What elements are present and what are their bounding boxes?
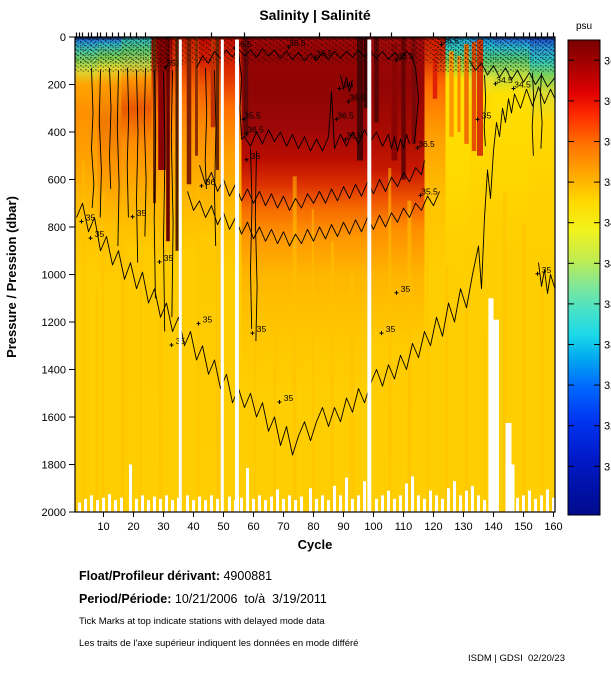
- svg-text:80: 80: [307, 521, 319, 533]
- svg-text:36: 36: [206, 177, 216, 187]
- svg-text:34.5: 34.5: [514, 80, 531, 90]
- svg-text:35: 35: [542, 265, 552, 275]
- svg-text:35: 35: [604, 177, 611, 189]
- svg-text:34.5: 34.5: [496, 75, 513, 85]
- svg-text:200: 200: [48, 80, 66, 92]
- contour-lines: [76, 48, 555, 456]
- note-english: Tick Marks at top indicate stations with…: [79, 616, 325, 627]
- svg-text:1600: 1600: [42, 412, 66, 424]
- svg-text:120: 120: [424, 521, 442, 533]
- svg-text:35.5: 35.5: [244, 110, 261, 120]
- svg-text:130: 130: [454, 521, 472, 533]
- svg-text:160: 160: [544, 521, 562, 533]
- svg-text:36.5: 36.5: [247, 125, 264, 135]
- salinity-heatmap: 35353535353535353535353535.535.535.53636…: [4, 7, 611, 552]
- svg-text:35: 35: [386, 324, 396, 334]
- svg-text:36.5: 36.5: [442, 36, 459, 46]
- svg-text:110: 110: [395, 521, 413, 533]
- svg-text:35.5: 35.5: [421, 186, 438, 196]
- svg-text:1200: 1200: [42, 317, 66, 329]
- float-id-value: 4900881: [220, 569, 273, 583]
- svg-text:20: 20: [127, 521, 139, 533]
- svg-text:36.5: 36.5: [349, 93, 366, 103]
- svg-text:36: 36: [604, 96, 611, 108]
- colorbar: 36.5 36 35.5 35 34.5 34 33.5 33 32.5 32 31.5: [567, 39, 611, 516]
- svg-text:35: 35: [482, 110, 492, 120]
- svg-text:32: 32: [604, 421, 611, 433]
- svg-text:30: 30: [157, 521, 169, 533]
- svg-text:1000: 1000: [42, 270, 66, 282]
- svg-text:36.5: 36.5: [418, 139, 435, 149]
- missing-data-white: [78, 39, 555, 512]
- svg-text:2000: 2000: [42, 507, 66, 519]
- svg-text:40: 40: [187, 521, 199, 533]
- svg-text:600: 600: [48, 175, 66, 187]
- svg-text:36: 36: [251, 151, 261, 161]
- svg-text:60: 60: [247, 521, 259, 533]
- svg-text:50: 50: [217, 521, 229, 533]
- svg-text:35: 35: [284, 393, 294, 403]
- axes: 10 20 30 40 50 60 70 80 90 100 110 120 130 140 150 1600…: [42, 32, 563, 533]
- float-id-label: Float/Profileur dérivant:: [79, 569, 220, 583]
- svg-text:35: 35: [257, 324, 267, 334]
- svg-text:34.5: 34.5: [604, 218, 611, 230]
- y-axis-label: Pressure / Pression (dbar): [4, 196, 19, 358]
- float-id-line: Float/Profileur dérivant: 4900881: [79, 569, 272, 583]
- svg-text:1800: 1800: [42, 460, 66, 472]
- svg-text:36.5: 36.5: [235, 39, 252, 49]
- period-line: Period/Période: 10/21/2006 to/à 3/19/201…: [79, 592, 327, 606]
- svg-text:31.5: 31.5: [604, 461, 611, 473]
- svg-text:35.5: 35.5: [166, 58, 183, 68]
- svg-text:36.5: 36.5: [604, 55, 611, 67]
- svg-text:100: 100: [364, 521, 382, 533]
- svg-text:35: 35: [203, 315, 213, 325]
- period-value: 10/21/2006 to/à 3/19/2011: [171, 592, 327, 606]
- svg-text:36: 36: [344, 80, 354, 90]
- colorbar-unit-label: psu: [576, 21, 592, 32]
- svg-text:800: 800: [48, 222, 66, 234]
- svg-text:35: 35: [164, 253, 174, 263]
- svg-text:36.5: 36.5: [316, 49, 333, 59]
- svg-text:0: 0: [60, 32, 66, 44]
- svg-text:140: 140: [484, 521, 502, 533]
- svg-text:36.5: 36.5: [337, 110, 354, 120]
- svg-text:35.5: 35.5: [604, 136, 611, 148]
- generated-plot-layers: 35353535353535353535353535.535.535.53636…: [42, 32, 611, 533]
- chart-title: Salinity | Salinité: [259, 7, 370, 23]
- svg-text:35: 35: [86, 213, 96, 223]
- svg-text:36.5: 36.5: [289, 38, 306, 48]
- svg-text:150: 150: [514, 521, 532, 533]
- x-axis-label: Cycle: [298, 537, 333, 552]
- svg-text:70: 70: [277, 521, 289, 533]
- svg-text:33: 33: [604, 339, 611, 351]
- svg-text:400: 400: [48, 127, 66, 139]
- svg-text:36.5: 36.5: [346, 131, 363, 141]
- svg-text:35: 35: [95, 229, 105, 239]
- svg-text:34: 34: [604, 258, 611, 270]
- svg-text:35: 35: [401, 284, 411, 294]
- svg-text:33.5: 33.5: [604, 299, 611, 311]
- svg-text:1400: 1400: [42, 365, 66, 377]
- credit-line: ISDM | GDSI 02/20/23: [468, 653, 565, 664]
- svg-text:32.5: 32.5: [604, 380, 611, 392]
- svg-text:10: 10: [97, 521, 109, 533]
- svg-text:90: 90: [337, 521, 349, 533]
- period-label: Period/Période:: [79, 592, 172, 606]
- note-french: Les traits de l'axe supérieur indiquent …: [79, 638, 359, 649]
- svg-text:35: 35: [137, 208, 147, 218]
- svg-text:36.5: 36.5: [397, 51, 414, 61]
